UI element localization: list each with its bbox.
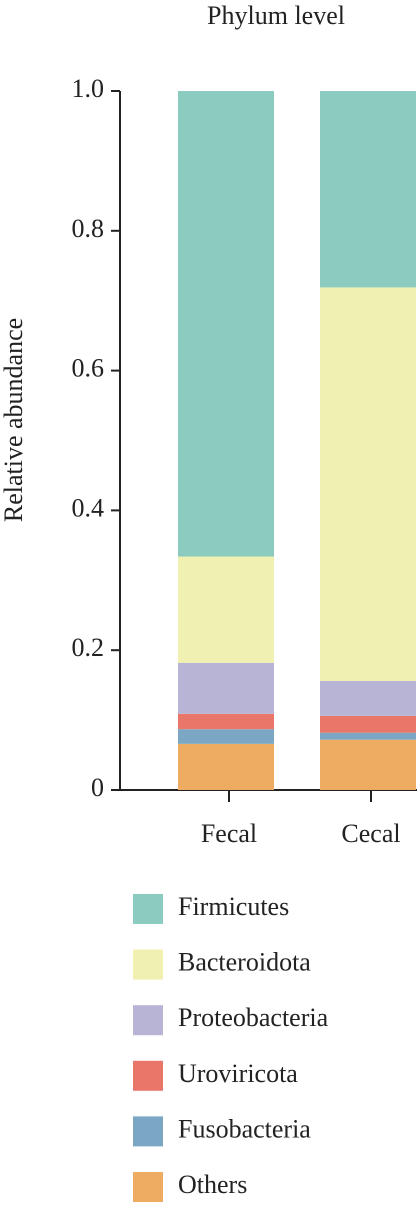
- y-tick-label: 0.4: [72, 493, 105, 522]
- bar-segment: [320, 287, 416, 681]
- y-tick-label: 0.8: [72, 214, 105, 243]
- legend-swatch: [133, 1005, 163, 1036]
- legend-swatch: [133, 894, 163, 924]
- bar-segment: [178, 729, 274, 744]
- bar-segment: [320, 715, 416, 733]
- y-tick-label: 0: [91, 773, 104, 802]
- y-tick-label: 0.2: [72, 633, 105, 662]
- x-tick-label: Fecal: [201, 819, 257, 848]
- legend-label: Others: [178, 1170, 247, 1199]
- x-tick-label: Cecal: [341, 819, 400, 848]
- bar-segment: [178, 556, 274, 663]
- legend-swatch: [133, 1116, 163, 1147]
- legend-label: Uroviricota: [178, 1059, 298, 1088]
- legend-label: Firmicutes: [178, 892, 289, 921]
- legend-label: Proteobacteria: [178, 1003, 329, 1032]
- legend-swatch: [133, 1060, 163, 1091]
- bar-segment: [320, 732, 416, 740]
- bar-segment: [178, 743, 274, 790]
- legend-swatch: [133, 1172, 163, 1202]
- bar-segment: [320, 91, 416, 288]
- bar-segment: [178, 713, 274, 730]
- legend-label: Fusobacteria: [178, 1114, 311, 1143]
- chart-title: Phylum level: [207, 1, 345, 30]
- legend-label: Bacteroidota: [178, 948, 311, 977]
- y-tick-label: 0.6: [72, 354, 105, 383]
- bar-segment: [320, 680, 416, 716]
- legend-swatch: [133, 949, 163, 980]
- y-axis-label: Relative abundance: [0, 318, 28, 522]
- bar-segment: [320, 739, 416, 790]
- y-tick-label: 1.0: [72, 74, 105, 103]
- bar-segment: [178, 662, 274, 714]
- bar-segment: [178, 91, 274, 557]
